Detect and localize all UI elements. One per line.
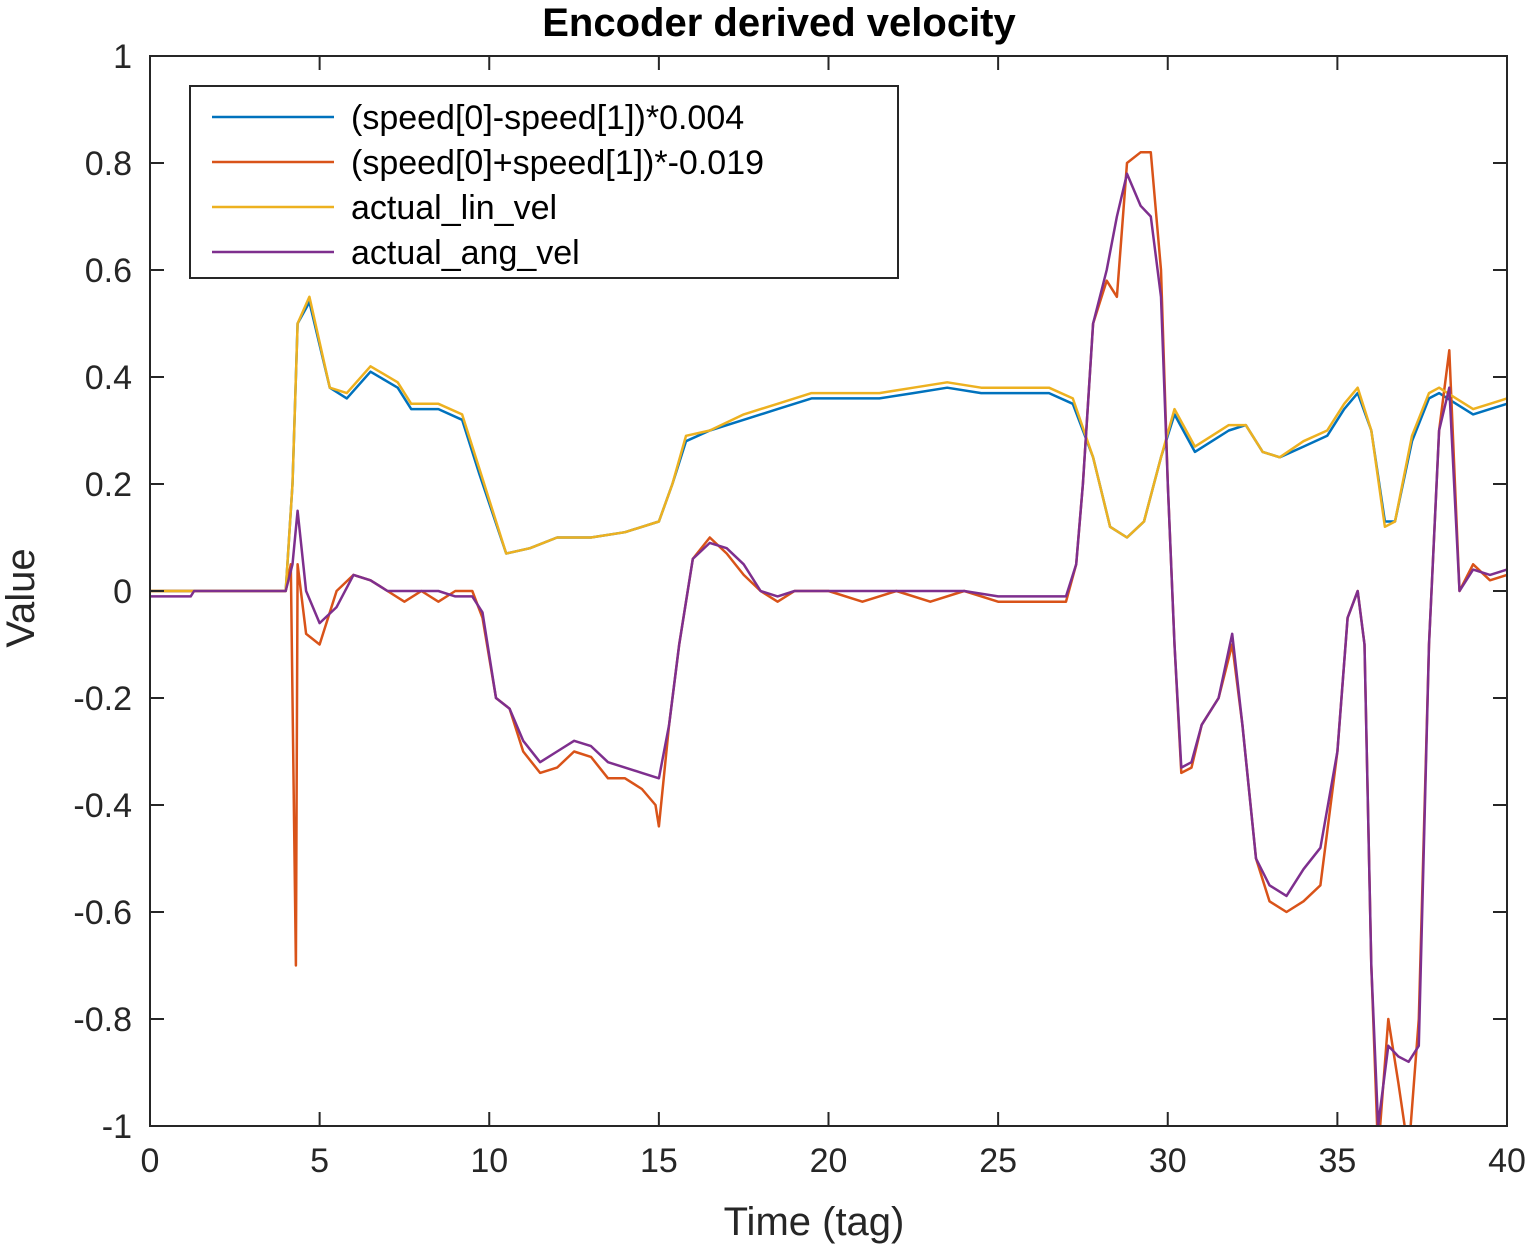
legend-label-2: (speed[0]+speed[1])*-0.019: [351, 144, 764, 182]
ticks-layer: 0 5 10 15 20 25 30 35 40 -1 -0.8 -0.6 -0.4 -0.2 0 0.2 0.…: [73, 38, 1525, 1180]
y-tick-label: -0.8: [73, 1001, 132, 1039]
legend-label-3: actual_lin_vel: [351, 189, 557, 227]
legend: (speed[0]-speed[1])*0.004 (speed[0]+speed…: [189, 85, 899, 279]
x-tick-label: 40: [1488, 1142, 1525, 1180]
y-tick-label: 0.8: [85, 145, 132, 183]
legend-label-1: (speed[0]-speed[1])*0.004: [351, 99, 744, 137]
x-tick-label: 35: [1318, 1142, 1356, 1180]
series-layer: [150, 151, 1507, 1126]
y-tick-label: 0: [113, 573, 132, 611]
series-line-4: [150, 172, 1507, 1126]
x-tick-label: 0: [141, 1142, 160, 1180]
y-tick-label: 0.6: [85, 252, 132, 290]
series-line-3: [150, 295, 1507, 593]
x-tick-label: 25: [979, 1142, 1017, 1180]
x-tick-label: 5: [310, 1142, 329, 1180]
legend-label-4: actual_ang_vel: [351, 234, 580, 272]
x-tick-label: 30: [1149, 1142, 1187, 1180]
y-tick-label: -1: [102, 1108, 132, 1146]
y-axis-title: Value: [0, 548, 43, 647]
x-tick-label: 10: [470, 1142, 508, 1180]
y-tick-label: 0.4: [85, 359, 132, 397]
y-tick-label: -0.6: [73, 894, 132, 932]
legend-items: (speed[0]-speed[1])*0.004 (speed[0]+speed…: [212, 99, 764, 272]
x-tick-label: 15: [640, 1142, 678, 1180]
y-tick-label: -0.2: [73, 680, 132, 718]
y-tick-label: 0.2: [85, 466, 132, 504]
x-axis-title: Time (tag): [724, 1200, 905, 1244]
x-tick-label: 20: [810, 1142, 848, 1180]
chart-title: Encoder derived velocity: [542, 1, 1016, 45]
y-tick-label: 1: [113, 38, 132, 76]
y-tick-label: -0.4: [73, 787, 132, 825]
